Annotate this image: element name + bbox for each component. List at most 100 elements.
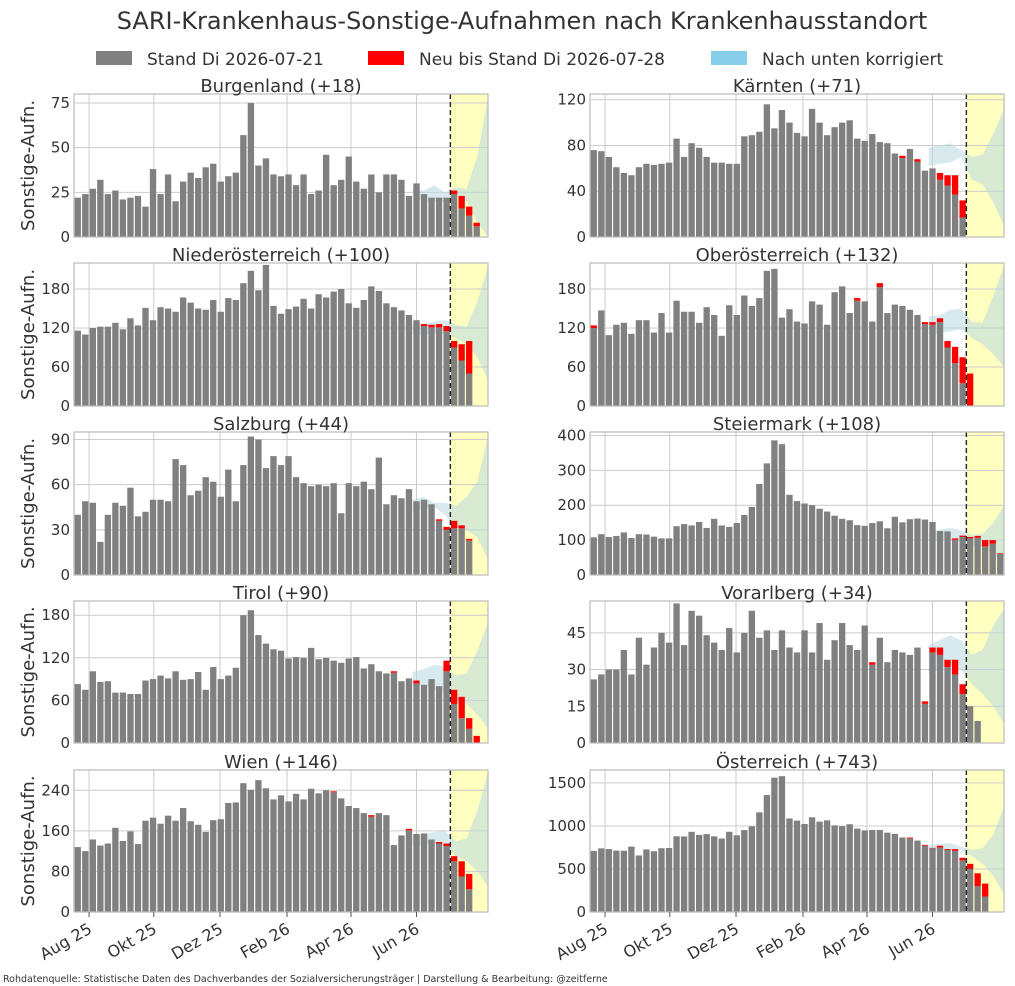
bar-neu [936, 318, 944, 323]
bar-stand [97, 845, 104, 912]
bar-stand [650, 851, 658, 912]
bar-neu [959, 200, 966, 218]
bar-stand [82, 334, 89, 406]
bar-stand [97, 326, 104, 406]
bar-stand [119, 329, 127, 406]
bar-stand [307, 308, 315, 406]
bar-stand [217, 679, 224, 743]
bar-stand [127, 831, 134, 912]
bar-stand [590, 850, 597, 912]
bar-stand [375, 671, 383, 743]
bar-stand [756, 812, 763, 912]
bar-stand [839, 286, 846, 406]
bar-neu [466, 538, 473, 541]
bar-stand [142, 307, 149, 406]
bar-stand [884, 832, 891, 912]
bar-stand [443, 846, 450, 912]
bar-stand [127, 487, 134, 575]
bar-stand [127, 318, 134, 406]
bar-stand [726, 305, 733, 406]
bar-stand [793, 501, 801, 575]
bar-neu [458, 195, 465, 209]
bar-stand [763, 270, 771, 406]
bar-stand [884, 662, 891, 743]
bar-stand [300, 799, 307, 912]
bar-stand [861, 140, 868, 237]
bar-neu [368, 815, 375, 817]
bar-stand [112, 322, 119, 406]
bar-stand [733, 523, 740, 575]
bars [74, 264, 473, 406]
x-axes: Aug 25 Okt 25 Dez 25 Feb 26 Apr 26 Jun 26 Aug … [36, 912, 938, 964]
bars [590, 440, 1004, 575]
bar-stand [921, 519, 929, 575]
bar-neu [435, 842, 443, 844]
bar-stand [428, 197, 435, 237]
bar-neu [997, 553, 1004, 555]
bar-stand [247, 270, 255, 406]
bar-stand [823, 820, 831, 912]
bar-stand [428, 327, 435, 406]
bar-stand [217, 819, 224, 912]
bar-stand [443, 529, 450, 575]
bar-stand [157, 823, 164, 912]
bar-stand [944, 849, 951, 912]
bar-stand [951, 363, 959, 406]
bar-stand [247, 610, 255, 743]
bar-stand [944, 185, 951, 237]
bar-stand [643, 534, 650, 575]
bar-stand [172, 671, 179, 743]
bar-stand [891, 304, 899, 406]
bar-stand [307, 194, 315, 237]
bar-neu [936, 647, 944, 655]
bar-stand [398, 498, 405, 575]
bar-stand [262, 158, 270, 237]
plot-frame [73, 600, 489, 744]
bars [590, 603, 981, 743]
bar-stand [778, 630, 786, 743]
bar-stand [164, 501, 172, 575]
bar-stand [786, 818, 793, 912]
bar-stand [846, 520, 853, 575]
y-tick-label: 1000 [548, 817, 586, 835]
plot-frame [589, 600, 1005, 744]
plot-frame [73, 93, 489, 238]
bar-stand [420, 833, 428, 912]
bar-stand [914, 647, 921, 743]
footer-source: Rohdatenquelle: Statistische Daten des D… [3, 974, 608, 985]
bar-neu [959, 357, 966, 384]
bar-stand [240, 135, 247, 237]
bar-stand [466, 889, 473, 912]
bar-neu [473, 222, 480, 227]
bar-stand [195, 672, 202, 743]
bar-stand [202, 309, 209, 406]
bar-stand [936, 531, 944, 575]
bar-stand [420, 684, 428, 743]
bar-stand [906, 519, 914, 575]
y-tick-label: 0 [576, 566, 586, 584]
bar-stand [323, 486, 330, 575]
bar-stand [292, 793, 300, 912]
bar-stand [217, 496, 224, 575]
bar-stand [643, 320, 650, 406]
bar-stand [210, 163, 217, 237]
bar-stand [97, 681, 104, 743]
bar-stand [187, 679, 194, 743]
bar-stand [711, 518, 718, 575]
bar-stand [338, 662, 345, 743]
bar-neu [936, 845, 944, 848]
bar-stand [733, 835, 740, 912]
bar-stand [951, 194, 959, 237]
bar-stand [368, 489, 375, 575]
bar-stand [620, 850, 628, 912]
bar-stand [605, 849, 612, 912]
panel-title: Burgenland (+18) [200, 76, 361, 97]
bar-stand [142, 206, 149, 237]
y-tick-label: 50 [51, 139, 70, 157]
bar-stand [89, 671, 96, 743]
bar-stand [240, 283, 247, 406]
bar-stand [808, 108, 816, 237]
y-axis-label: Sonstige-Aufn. [18, 438, 39, 569]
bar-stand [413, 183, 420, 237]
bar-stand [665, 332, 673, 406]
